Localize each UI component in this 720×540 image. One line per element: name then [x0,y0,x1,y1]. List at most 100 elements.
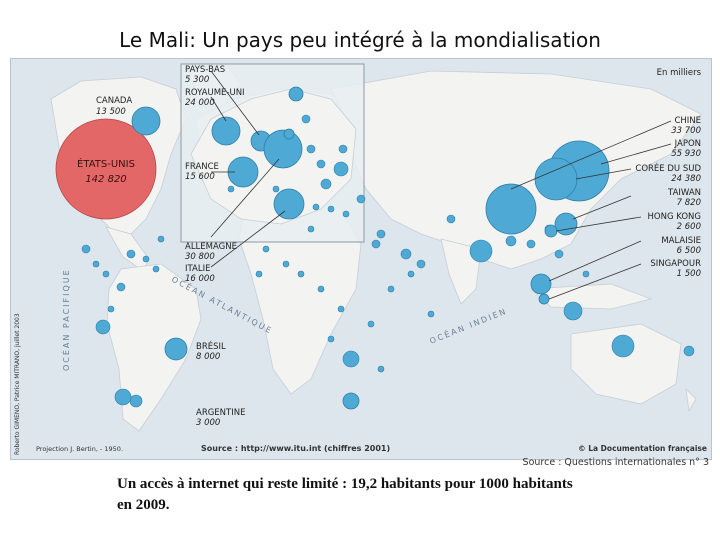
country-bubble [301,114,311,124]
world-map: ÉTATS-UNIS 142 820 CANADA 13 500 PAYS-BA… [10,58,712,460]
unit-note: En milliers [657,68,702,78]
country-bubble [142,255,150,263]
country-bubble [81,244,91,254]
bubble-canada [131,106,161,136]
country-bubble [107,305,115,313]
page-title: Le Mali: Un pays peu intégré à la mondia… [119,28,601,52]
label-malaysia-name: MALAISIE [661,236,701,246]
country-bubble [683,345,695,357]
label-italy-name: ITALIE [185,264,210,274]
country-bubble [317,285,325,293]
leader-taiwan [572,195,632,220]
map-source: Source : http://www.itu.int (chiffres 20… [201,444,390,453]
country-bubble [342,210,350,218]
label-france-name: FRANCE [185,162,219,172]
country-bubble [327,205,335,213]
label-netherlands-value: 5 300 [185,75,209,85]
leader-germany [210,158,280,238]
country-bubble [582,270,590,278]
country-bubble [320,178,332,190]
country-bubble [377,365,385,373]
label-singapore-name: SINGAPOUR [650,259,701,269]
label-korea-value: 24 380 [671,174,701,184]
land-indonesia [530,283,653,310]
country-bubble [255,270,263,278]
country-bubble [367,320,375,328]
country-bubble [157,235,165,243]
land-new-zealand [685,387,697,413]
country-bubble [227,185,235,193]
leader-lines [210,70,672,300]
label-usa-value: 142 820 [85,174,126,185]
leader-netherlands [210,70,260,136]
country-bubble [116,282,126,292]
country-bubble [371,239,381,249]
leader-hongkong [555,216,642,232]
country-bubble [416,259,426,269]
bubble-hong-kong [544,224,558,238]
country-bubble [316,159,326,169]
country-bubble [376,229,386,239]
country-bubble [427,310,435,318]
leader-japan [600,143,672,165]
author-credit: Roberto GIMENO, Patrice MITRANO, juillet… [14,313,21,455]
bubble-germany [263,129,303,169]
leader-korea [575,168,632,180]
country-bubble [114,388,132,406]
leader-malaysia [548,240,642,282]
country-bubble [262,245,270,253]
label-canada-name: CANADA [96,96,132,106]
bubble-south-korea [534,157,578,201]
label-canada-value: 13 500 [96,107,126,117]
publisher-credit: © La Documentation française [578,444,707,453]
label-china-name: CHINE [674,116,701,126]
country-bubble [333,161,349,177]
label-japan-value: 55 930 [671,149,701,159]
leader-singapore [548,263,642,300]
label-uk-name: ROYAUME-UNI [185,88,245,98]
country-bubble [95,319,111,335]
country-bubble [554,249,564,259]
country-bubble [387,285,395,293]
country-bubble [129,394,143,408]
label-hongkong-name: HONG KONG [648,212,701,222]
country-bubble [338,144,348,154]
country-bubble [306,144,316,154]
country-bubble [337,305,345,313]
label-usa-name: ÉTATS-UNIS [77,157,135,170]
leader-china [510,120,672,190]
bubble-malaysia [530,273,552,295]
country-bubble [102,270,110,278]
bubble-small-europe-2 [283,128,295,140]
land-asia [330,70,702,270]
country-bubble [400,248,412,260]
country-bubble [611,334,635,358]
label-argentina-name: ARGENTINE [196,408,245,418]
country-bubble [312,203,320,211]
country-bubble [356,194,366,204]
country-labels: ÉTATS-UNIS 142 820 CANADA 13 500 PAYS-BA… [77,65,701,428]
bubble-argentina [342,392,360,410]
label-france-value: 15 600 [185,172,215,182]
projection-note: Projection J. Bertin, - 1950. [36,445,123,453]
bubble-uk [211,116,241,146]
label-taiwan-value: 7 820 [677,198,701,208]
bubble-brazil [164,337,188,361]
ocean-pacific-label: OCÉAN PACIFIQUE [60,268,71,371]
country-bubble [152,265,160,273]
label-argentina-value: 3 000 [196,418,220,428]
land-central-america [105,226,150,272]
label-singapore-value: 1 500 [677,269,701,279]
leader-italy [210,210,286,268]
country-bubble [407,270,415,278]
country-bubble [342,350,360,368]
label-brazil-value: 8 000 [196,352,220,362]
label-uk-value: 24 000 [185,98,215,108]
country-bubble [92,260,100,268]
bubble-usa [55,118,157,220]
label-korea-name: CORÉE DU SUD [635,162,701,174]
major-bubbles [55,86,610,410]
bubble-singapore [538,293,550,305]
country-bubble [327,335,335,343]
country-bubble [505,235,517,247]
